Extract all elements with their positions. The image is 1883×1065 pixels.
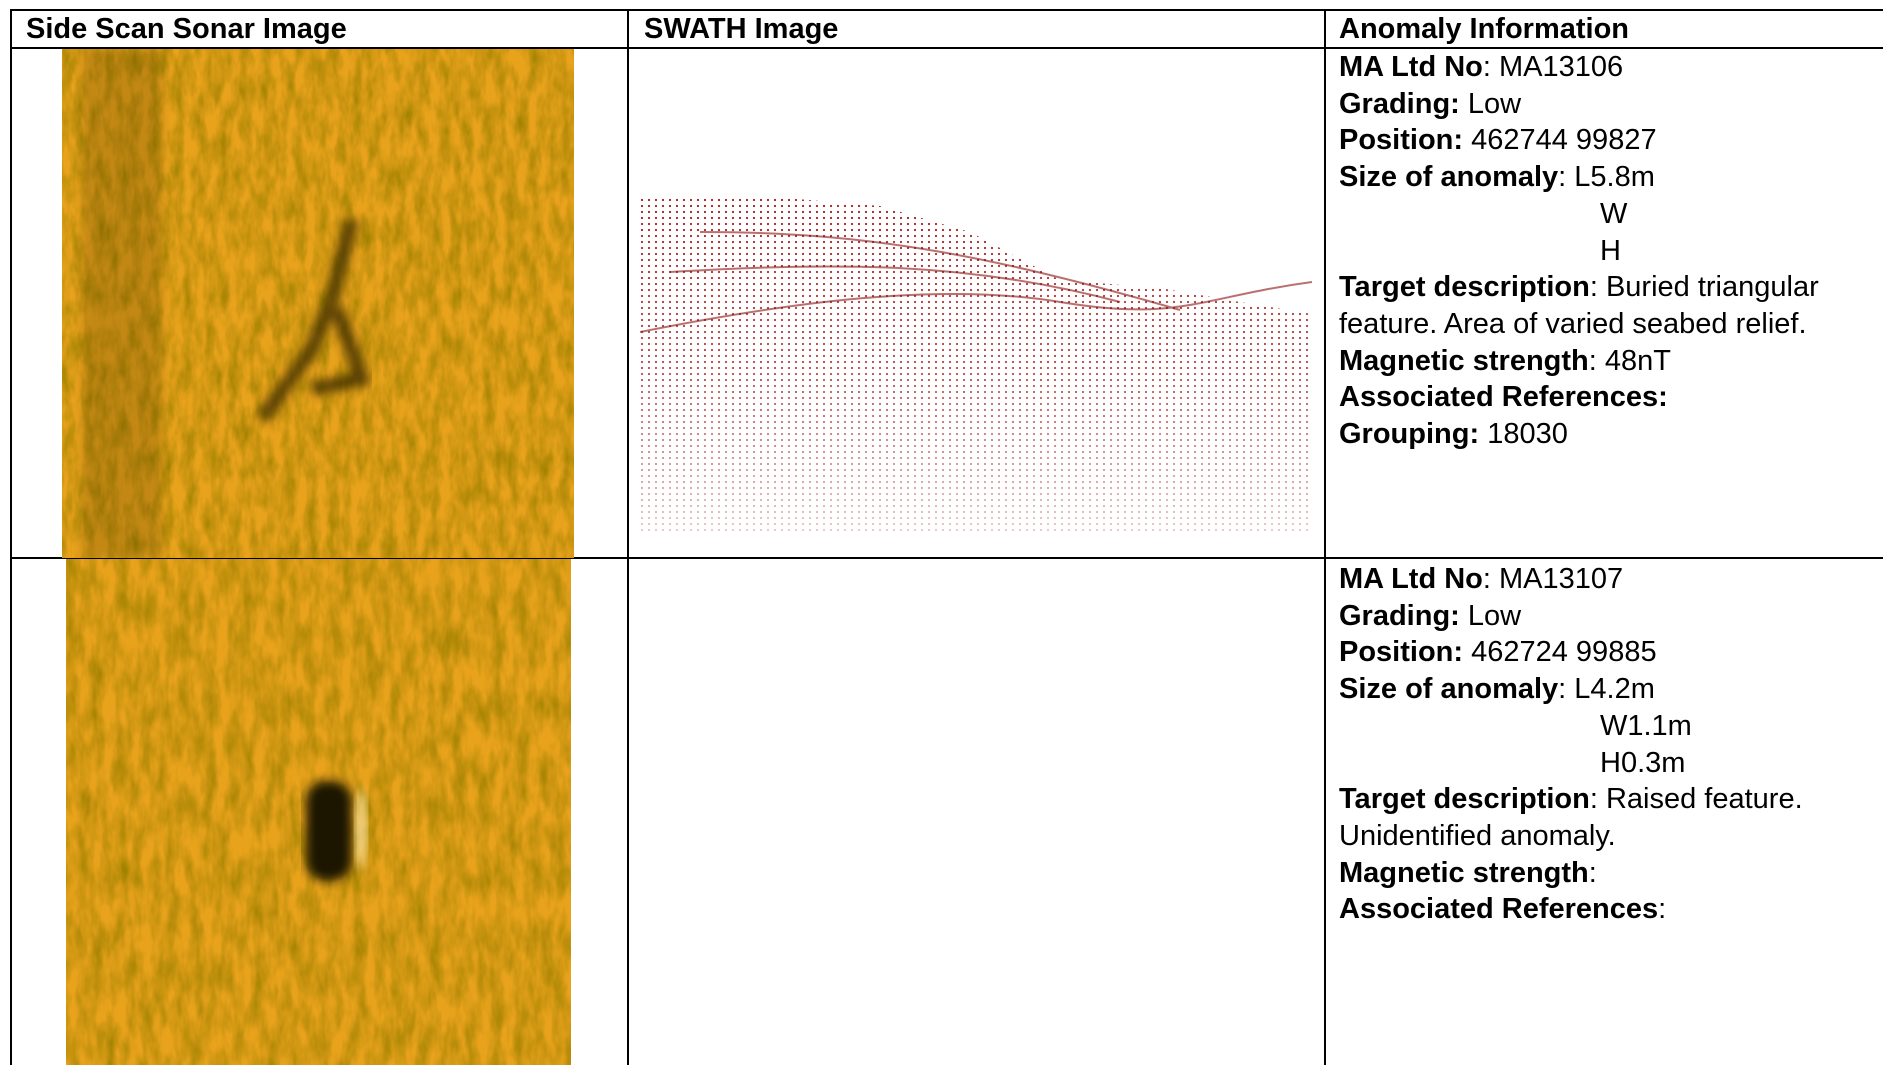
info-line: Position: 462744 99827 [1339,122,1879,159]
info-value: : MA13106 [1482,51,1624,83]
info-label: Associated References: [1339,381,1668,414]
table-border [1324,9,1326,1065]
info-value: 462724 99885 [1463,636,1657,669]
info-continuation: W [1600,197,1628,230]
info-value: : 48nT [1588,344,1671,377]
info-continuation: W1.1m [1600,709,1692,742]
sonar-image [62,49,574,558]
anomaly-info: MA Ltd No: MA13107 Grading: Low Position: … [1339,561,1879,928]
table-border [10,47,1883,49]
table-border [627,9,629,1065]
info-value: : [1588,856,1597,889]
info-line: Magnetic strength: [1339,855,1879,892]
info-label: Position: [1339,124,1464,157]
sonar-shadow [82,49,162,558]
swath-ridge [640,231,1312,333]
info-value: Low [1459,599,1522,632]
info-line: Position: 462724 99885 [1339,634,1879,671]
info-value: : [1658,893,1667,926]
info-label: MA Ltd No [1339,563,1483,595]
info-value: : L5.8m [1558,161,1655,194]
info-value: 18030 [1479,418,1568,451]
info-label: Magnetic strength [1339,344,1589,377]
anomaly-info: MA Ltd No: MA13106 Grading: Low Position: … [1339,49,1879,453]
sonar-shadow [256,217,372,424]
info-label: Grouping: [1339,418,1480,451]
info-line: MA Ltd No: MA13106 [1339,49,1879,86]
info-value: Low [1459,87,1522,120]
info-label: Associated References [1339,893,1659,926]
info-label: MA Ltd No [1339,51,1483,83]
info-line: Size of anomaly: L5.8m [1339,159,1879,196]
info-continuation: H0.3m [1600,746,1686,779]
info-value: : Raised feature. Unidentified anomaly. [1339,783,1811,852]
info-line: Target description: Buried triangular fe… [1339,269,1879,342]
column-header: SWATH Image [644,13,839,45]
info-line: Magnetic strength: 48nT [1339,343,1879,380]
table-border [10,9,1883,11]
info-value: 462744 99827 [1463,124,1657,157]
column-header: Anomaly Information [1339,13,1630,45]
sonar-image [66,559,571,1065]
column-header: Side Scan Sonar Image [26,13,347,45]
table-border [10,9,12,1065]
info-label: Target description [1339,271,1590,304]
info-line: Target description: Raised feature. Unid… [1339,781,1879,854]
info-value: : Buried triangular feature. Area of var… [1339,271,1827,340]
info-line: Grouping: 18030 [1339,416,1879,453]
info-label: Grading: [1339,599,1460,632]
sonar-highlight [355,789,367,869]
sonar-target [306,781,352,881]
info-label: Magnetic strength [1339,856,1589,889]
info-label: Size of anomaly [1339,161,1559,194]
info-label: Target description [1339,783,1590,816]
info-label: Position: [1339,636,1464,669]
swath-fade [640,196,1312,532]
info-value: : MA13107 [1482,563,1624,595]
info-label: Grading: [1339,87,1460,120]
info-value: : L4.2m [1558,673,1655,706]
info-label: Size of anomaly [1339,673,1559,706]
swath-image [640,196,1312,532]
info-line: MA Ltd No: MA13107 [1339,561,1879,598]
info-continuation: H [1600,234,1621,267]
info-line: Grading: Low [1339,86,1879,123]
info-line: Grading: Low [1339,598,1879,635]
info-line: Associated References: [1339,891,1879,928]
info-line: Associated References: [1339,379,1879,416]
info-line: Size of anomaly: L4.2m [1339,671,1879,708]
table-border [10,557,1883,559]
